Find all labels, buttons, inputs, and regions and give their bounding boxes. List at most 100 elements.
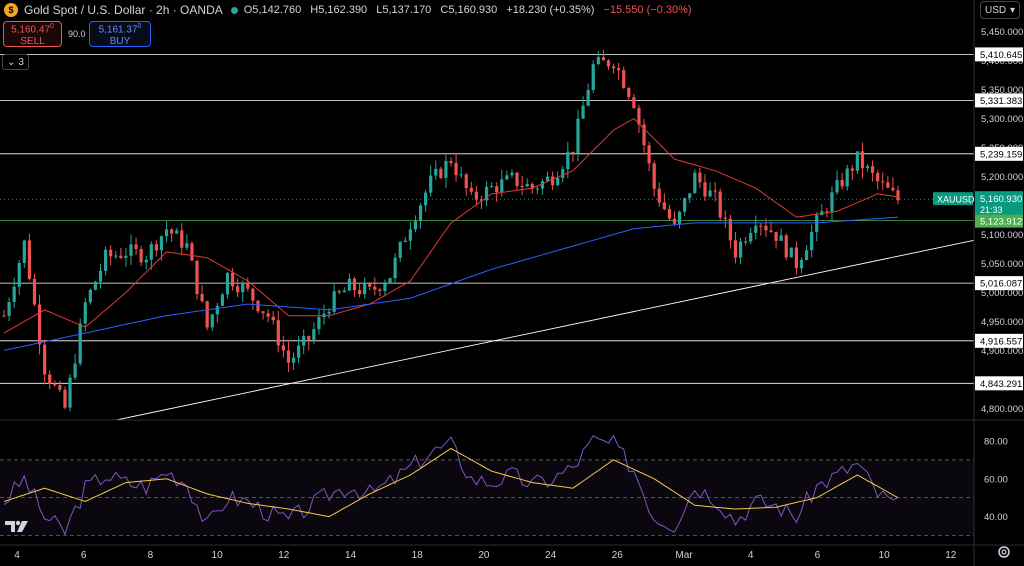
level-label: 5,239.159	[980, 149, 1022, 160]
candle-body	[246, 283, 250, 289]
candle-body	[159, 236, 164, 251]
buy-price: 5,161.37	[98, 24, 138, 36]
candle-body	[891, 187, 895, 191]
currency-selector[interactable]: USD ▾	[980, 1, 1020, 19]
gold-coin-icon: $	[4, 3, 18, 17]
tradingview-logo-icon	[5, 520, 28, 532]
candle-body	[622, 70, 626, 89]
price-tick-label: 5,400.000	[981, 56, 1023, 67]
candle-body	[109, 249, 113, 257]
candle-body	[225, 272, 230, 295]
horizontal-levels	[0, 54, 975, 421]
candle-body	[556, 177, 560, 186]
symbol-label-bg	[933, 192, 973, 206]
candle-body	[789, 247, 793, 258]
candle-body	[845, 168, 849, 187]
support-label-bg	[975, 214, 1023, 228]
level-label: 5,410.645	[980, 50, 1022, 61]
price-labels: 5,410.645 5,331.383 5,239.159 5,016.087 4,91…	[933, 47, 1023, 391]
level-label-bg	[975, 146, 1023, 161]
currency-label: USD	[985, 4, 1007, 16]
candle-body	[667, 209, 672, 219]
candle-body	[581, 105, 585, 119]
candle-body	[490, 186, 494, 188]
candle-body	[236, 286, 240, 293]
candle-body	[474, 191, 478, 200]
symbol-title[interactable]: Gold Spot / U.S. Dollar · 2h · OANDA	[24, 3, 223, 17]
candle-body	[540, 181, 545, 189]
candle-body	[37, 304, 42, 345]
candle-body	[698, 172, 702, 183]
rsi-tick-label: 40.00	[984, 512, 1008, 523]
candle-body	[596, 57, 600, 65]
candle-body	[312, 329, 316, 340]
candle-body	[479, 199, 484, 201]
candle-body	[271, 316, 275, 321]
price-tick-label: 4,800.000	[981, 404, 1023, 415]
candle-body	[815, 215, 819, 232]
candle-body	[98, 270, 103, 282]
candle-body	[799, 259, 804, 269]
candle-body	[886, 182, 890, 188]
level-label: 5,331.383	[980, 96, 1022, 107]
change2-value: −15.550 (−0.30%)	[603, 4, 692, 16]
candle-body	[58, 385, 62, 390]
candle-body	[388, 278, 392, 284]
candle-body	[840, 179, 844, 187]
candle-body	[525, 183, 529, 187]
candle-body	[373, 286, 377, 290]
candle-body	[357, 290, 362, 295]
buy-price-sup: 0	[137, 23, 142, 31]
candle-body	[368, 283, 372, 287]
candle-body	[88, 289, 92, 303]
candle-body	[53, 383, 57, 386]
candle-body	[256, 300, 260, 312]
candle-body	[363, 283, 367, 295]
candle-body	[779, 235, 783, 241]
candle-body	[764, 225, 768, 231]
candle-body	[647, 145, 651, 164]
sell-button[interactable]: 5,160.470 SELL	[3, 21, 62, 47]
candle-body	[408, 229, 412, 241]
candle-body	[43, 344, 47, 375]
candle-body	[383, 283, 387, 291]
time-tick-label: 20	[478, 550, 490, 561]
candle-body	[413, 220, 418, 230]
candle-body	[73, 363, 77, 378]
candle-body	[744, 241, 748, 243]
candle-body	[825, 211, 829, 213]
candle-body	[429, 175, 433, 193]
candles	[2, 49, 900, 412]
candle-body	[78, 323, 82, 364]
open-value: O5,142.760	[243, 4, 302, 16]
candle-body	[439, 168, 443, 178]
candle-body	[728, 218, 732, 241]
indicators-toggle-button[interactable]: ⌄ 3	[2, 54, 29, 70]
candle-body	[749, 232, 753, 242]
gear-icon[interactable]	[996, 544, 1012, 560]
candle-body	[139, 249, 143, 263]
candle-body	[454, 163, 458, 176]
last-price-label: 5,160.930	[980, 194, 1022, 205]
candle-body	[200, 293, 204, 302]
candle-body	[291, 357, 296, 363]
candle-body	[571, 151, 575, 154]
candle-body	[444, 161, 448, 178]
candle-body	[896, 190, 900, 201]
level-label-bg	[975, 333, 1023, 348]
candle-body	[784, 235, 788, 258]
candle-body	[185, 243, 189, 248]
candle-body	[307, 336, 311, 340]
high-value: H5,162.390	[310, 4, 368, 16]
price-tick-label: 5,200.000	[981, 172, 1023, 183]
candle-body	[63, 389, 67, 408]
candle-body	[378, 289, 382, 291]
candle-body	[317, 317, 321, 330]
rsi-tick-label: 60.00	[984, 474, 1008, 485]
candle-body	[170, 229, 174, 234]
buy-button[interactable]: 5,161.370 BUY	[89, 21, 151, 47]
candle-body	[119, 255, 123, 258]
candle-body	[561, 169, 565, 178]
price-tick-label: 5,000.000	[981, 288, 1023, 299]
